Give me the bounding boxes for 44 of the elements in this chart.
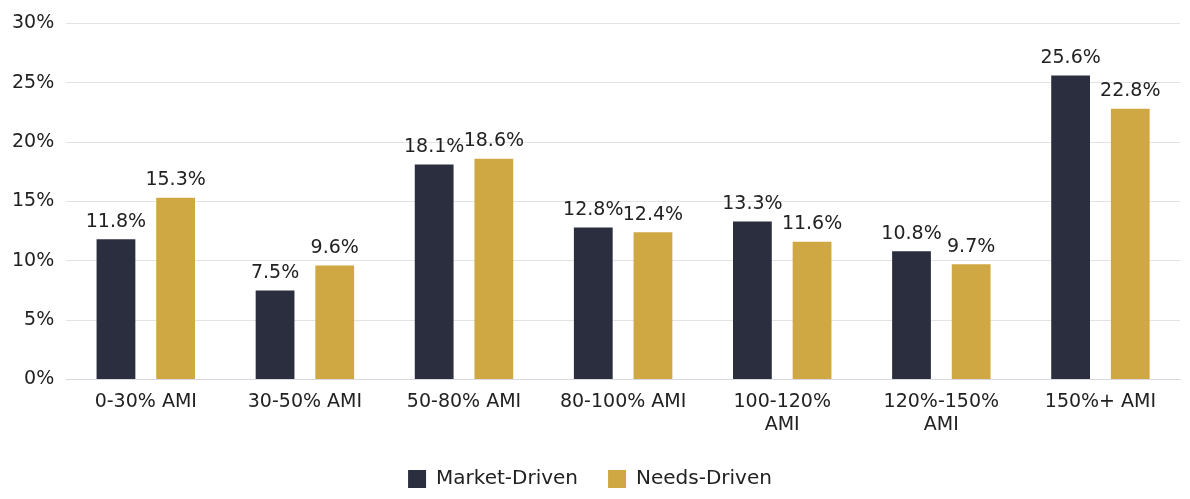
x-tick-label: 0-30% AMI	[94, 388, 197, 411]
bar	[892, 251, 931, 379]
data-label: 11.8%	[85, 208, 147, 231]
y-tick-label: 15%	[12, 188, 55, 211]
bar	[633, 232, 673, 379]
data-label: 18.1%	[403, 134, 465, 157]
data-label: 13.3%	[722, 191, 783, 214]
y-tick-label: 5%	[24, 307, 55, 329]
y-tick-label: 25%	[12, 69, 55, 92]
data-label: 10.8%	[881, 220, 942, 243]
bar	[951, 264, 991, 379]
bar	[315, 265, 355, 379]
bar	[573, 227, 613, 379]
bar	[1110, 108, 1150, 379]
data-label: 9.6%	[310, 234, 359, 257]
legend-label: Market-Driven	[436, 465, 579, 490]
y-tick-label: 0%	[24, 366, 55, 389]
y-tick-label: 20%	[12, 129, 55, 151]
bar	[96, 239, 136, 379]
bar	[414, 164, 454, 379]
x-tick-label: 50-80% AMI	[406, 388, 522, 411]
y-tick-label: 30%	[12, 10, 55, 33]
legend-label: Needs-Driven	[636, 465, 772, 490]
data-label: 15.3%	[145, 167, 206, 190]
data-label: 12.4%	[622, 201, 684, 224]
x-tick-label: 30-50% AMI	[247, 388, 363, 411]
data-label: 22.8%	[1100, 78, 1161, 101]
x-tick-label: 120%-150% AMI	[883, 388, 1000, 434]
data-label: 7.5%	[250, 259, 300, 282]
data-label: 9.7%	[947, 233, 996, 256]
bar	[255, 290, 295, 379]
data-label: 18.6%	[463, 128, 525, 151]
data-label: 25.6%	[1040, 45, 1101, 68]
bar	[1051, 75, 1090, 379]
x-tick-label: 100-120% AMI	[733, 388, 831, 434]
y-tick-label: 10%	[12, 247, 55, 270]
data-label: 11.6%	[781, 211, 843, 234]
bar	[733, 221, 772, 379]
data-label: 12.8%	[563, 196, 624, 219]
bar	[792, 241, 832, 379]
x-tick-label: 150%+ AMI	[1044, 388, 1157, 411]
bar	[156, 197, 196, 379]
bar	[474, 158, 514, 379]
x-tick-label: 80-100% AMI	[559, 388, 687, 411]
